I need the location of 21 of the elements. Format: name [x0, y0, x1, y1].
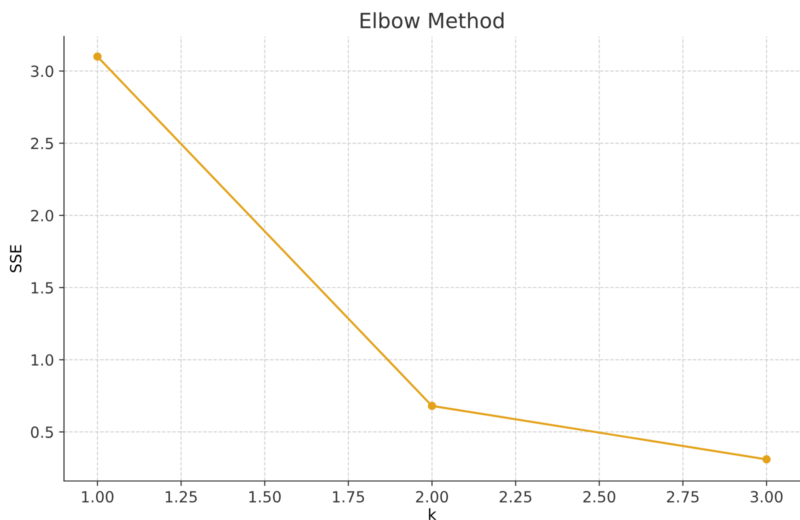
x-tick-label: 1.75	[333, 491, 364, 503]
point	[93, 52, 102, 61]
x-tick-label: 2.75	[667, 490, 699, 503]
x-tick-label: 3.00	[750, 490, 783, 503]
point	[762, 455, 771, 464]
y-axis-title: SSE	[10, 245, 22, 272]
x-tick-label: 2.00	[416, 490, 448, 503]
y-tick-label: 3.0	[31, 66, 54, 78]
point	[428, 402, 436, 410]
x-axis-title: k	[428, 508, 436, 520]
y-tick-label: 1.5	[32, 282, 53, 294]
x-tick-label: 1.00	[82, 490, 114, 503]
y-tick-label: 1.0	[32, 354, 54, 366]
y-tick-label: 2.5	[31, 138, 53, 150]
x-tick-label: 1.25	[166, 490, 197, 503]
x-tick-label: 2.25	[500, 490, 532, 503]
x-tick-label: 1.50	[249, 490, 281, 503]
chart-title: Elbow Method	[360, 12, 504, 28]
x-tick-label: 2.50	[583, 490, 616, 503]
y-tick-label: 2.0	[31, 210, 54, 222]
y-tick-label: 0.5	[30, 426, 53, 438]
